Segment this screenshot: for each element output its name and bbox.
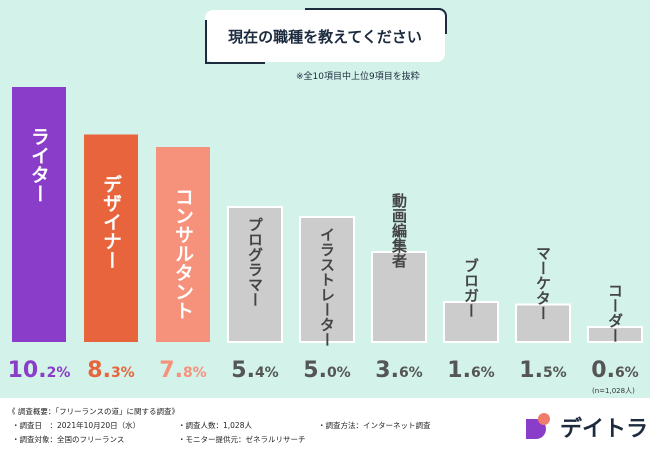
bar-6: [443, 301, 499, 343]
bar-label: プログラマー: [246, 217, 264, 307]
brand-logo: デイトラ: [524, 411, 648, 443]
value-label: 5.4%: [231, 358, 278, 383]
value-label: 5.0%: [303, 358, 350, 383]
footer-method: ・調査方法：インターネット調査: [318, 421, 431, 430]
chart-title: 現在の職種を教えてください: [205, 10, 445, 62]
bar-3: [227, 206, 283, 343]
bar-label: ブロガー: [462, 257, 480, 318]
bar-label: 動画編集者: [390, 193, 408, 268]
bracket-left: [205, 20, 207, 64]
bar-label: ライター: [28, 127, 50, 203]
bar-label: マーケター: [534, 246, 552, 321]
bar-5: [371, 251, 427, 343]
bar-label: デザイナー: [100, 173, 122, 269]
footer-count: ・調査人数：1,028人: [178, 421, 252, 430]
bar-label: イラストレーター: [318, 227, 336, 347]
value-label: 1.6%: [447, 358, 494, 383]
bar-label: コンサルタント: [172, 187, 194, 320]
bar-8: [587, 326, 643, 343]
footer-date: ・調査日 ：2021年10月20日（水）: [12, 421, 141, 430]
footer-provider: ・モニター提供元：ゼネラルリサーチ: [178, 435, 306, 444]
bracket-bottom: [205, 62, 265, 64]
footer-heading: 《 調査概要：「フリーランスの道」に関する調査》: [8, 407, 179, 416]
value-label: 7.8%: [159, 358, 206, 383]
bracket-top: [305, 8, 447, 34]
footer-target: ・調査対象：全国のフリーランス: [12, 435, 125, 444]
logo-text: デイトラ: [560, 417, 649, 442]
logo-icon: [526, 413, 550, 439]
bar-7: [515, 303, 571, 343]
value-label: 1.5%: [519, 358, 566, 383]
value-label: 0.6%: [591, 358, 638, 383]
bar-4: [299, 216, 355, 343]
sample-size-note: (n=1,028人): [592, 387, 635, 395]
bar-label: コーダー: [606, 283, 624, 343]
bar-1: [84, 134, 138, 342]
bar-2: [156, 147, 210, 342]
bar-chart: ライター 10.2% デザイナー 8.3% コンサルタント 7.8% プログラマー 5.4% イ…: [8, 87, 643, 383]
value-label: 3.6%: [375, 358, 422, 383]
value-label: 8.3%: [87, 358, 134, 383]
value-label: 10.2%: [8, 358, 71, 383]
bar-0: [12, 87, 66, 342]
chart-note: ※全10項目中上位9項目を抜粋: [296, 72, 420, 82]
